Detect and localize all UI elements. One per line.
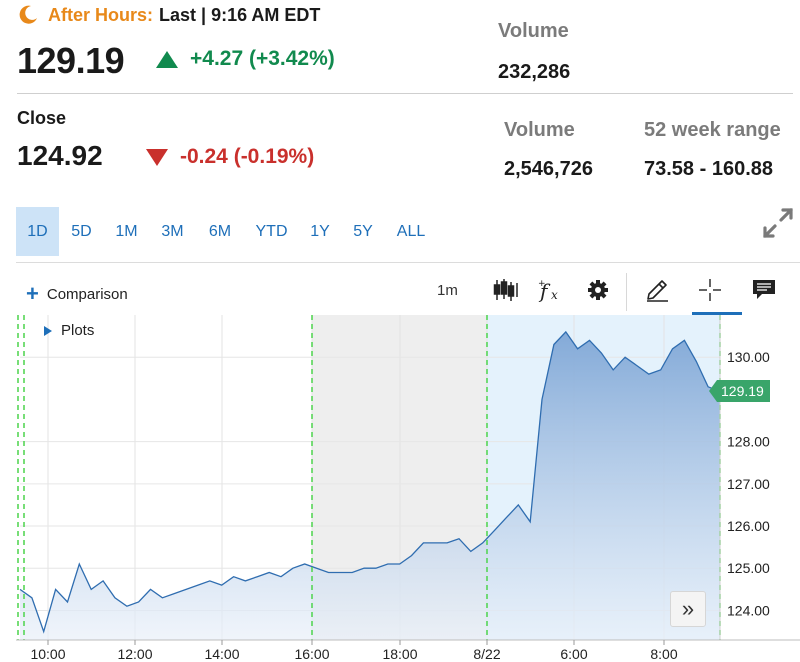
close-change-value: -0.24 (-0.19%) bbox=[180, 145, 315, 168]
x-tick-label: 14:00 bbox=[204, 646, 239, 662]
svg-text:x: x bbox=[551, 288, 558, 302]
x-tick-label: 8/22 bbox=[473, 646, 500, 662]
down-arrow-icon bbox=[146, 148, 168, 166]
up-arrow-icon bbox=[156, 50, 178, 68]
range-tab-1m[interactable]: 1M bbox=[115, 222, 138, 240]
x-tick-label: 10:00 bbox=[30, 646, 65, 662]
y-tick-label: 126.00 bbox=[727, 518, 770, 534]
range-tab-6m[interactable]: 6M bbox=[208, 222, 232, 240]
double-chevron-right-icon: » bbox=[681, 596, 695, 621]
comparison-button[interactable]: + Comparison bbox=[26, 283, 128, 305]
x-tick-label: 6:00 bbox=[560, 646, 587, 662]
time-range-tabs: 1D 5D 1M 3M 6M YTD 1Y 5Y ALL bbox=[16, 207, 437, 256]
plots-label: Plots bbox=[61, 322, 95, 339]
price-area bbox=[20, 331, 720, 640]
close-volume-value: 2,546,726 bbox=[504, 158, 593, 180]
scroll-to-latest-button[interactable]: » bbox=[670, 591, 706, 627]
current-price-tag: 129.19 bbox=[709, 380, 770, 402]
crosshair-icon[interactable] bbox=[697, 277, 723, 303]
expand-icon[interactable] bbox=[760, 205, 796, 241]
week52-range-label: 52 week range bbox=[644, 119, 781, 141]
current-price-tag-value: 129.19 bbox=[717, 380, 770, 402]
svg-text:+: + bbox=[538, 279, 546, 289]
after-hours-status: After Hours: Last | 9:16 AM EDT bbox=[18, 3, 320, 27]
range-tab-all[interactable]: ALL bbox=[396, 222, 426, 240]
after-hours-change: +4.27 (+3.42%) bbox=[156, 47, 335, 71]
week52-range-value: 73.58 - 160.88 bbox=[644, 158, 773, 180]
play-triangle-icon bbox=[44, 325, 52, 336]
x-tick-label: 16:00 bbox=[294, 646, 329, 662]
range-tab-1y[interactable]: 1Y bbox=[310, 222, 330, 240]
interval-selector[interactable]: 1m bbox=[437, 282, 458, 299]
range-tab-1d[interactable]: 1D bbox=[16, 207, 59, 256]
range-tab-3m[interactable]: 3M bbox=[161, 222, 184, 240]
range-tab-5y[interactable]: 5Y bbox=[353, 222, 373, 240]
price-line bbox=[19, 330, 721, 634]
y-tick-label: 124.00 bbox=[727, 602, 770, 618]
plus-icon: + bbox=[26, 281, 39, 306]
range-tab-5d[interactable]: 5D bbox=[71, 222, 92, 240]
toolbar-separator bbox=[626, 273, 627, 311]
x-tick-label: 18:00 bbox=[382, 646, 417, 662]
after-hours-volume-value: 232,286 bbox=[498, 61, 571, 83]
active-tool-indicator bbox=[692, 312, 742, 315]
y-tick-label: 127.00 bbox=[727, 476, 770, 492]
close-volume-label: Volume bbox=[504, 119, 575, 141]
gear-icon[interactable] bbox=[585, 277, 611, 303]
plots-toggle[interactable]: Plots bbox=[44, 322, 94, 339]
pencil-icon[interactable] bbox=[644, 277, 670, 303]
comment-icon[interactable] bbox=[751, 277, 777, 303]
chart-toolbar: + Comparison 1m f x + bbox=[16, 262, 800, 315]
moon-icon bbox=[19, 5, 37, 24]
after-hours-price: 129.19 bbox=[17, 40, 125, 81]
after-hours-last-time: Last | 9:16 AM EDT bbox=[159, 4, 321, 25]
close-label: Close bbox=[17, 108, 67, 128]
after-hours-label: After Hours: bbox=[48, 4, 154, 25]
function-icon[interactable]: f x + bbox=[538, 277, 564, 303]
comparison-label: Comparison bbox=[46, 285, 128, 303]
price-tag-notch bbox=[709, 380, 717, 402]
candlestick-icon[interactable] bbox=[493, 277, 519, 303]
close-change: -0.24 (-0.19%) bbox=[146, 145, 314, 169]
x-tick-label: 12:00 bbox=[117, 646, 152, 662]
y-tick-label: 128.00 bbox=[727, 434, 770, 450]
x-tick-label: 8:00 bbox=[650, 646, 677, 662]
y-tick-label: 130.00 bbox=[727, 349, 770, 365]
price-chart[interactable]: 124.00 125.00 126.00 127.00 128.00 130.00 10:… bbox=[16, 315, 800, 662]
close-price: 124.92 bbox=[17, 140, 103, 171]
header-divider bbox=[17, 93, 793, 94]
range-tab-ytd[interactable]: YTD bbox=[255, 222, 288, 240]
after-hours-change-value: +4.27 (+3.42%) bbox=[190, 47, 335, 70]
after-hours-volume-label: Volume bbox=[498, 20, 569, 42]
y-tick-label: 125.00 bbox=[727, 560, 770, 576]
